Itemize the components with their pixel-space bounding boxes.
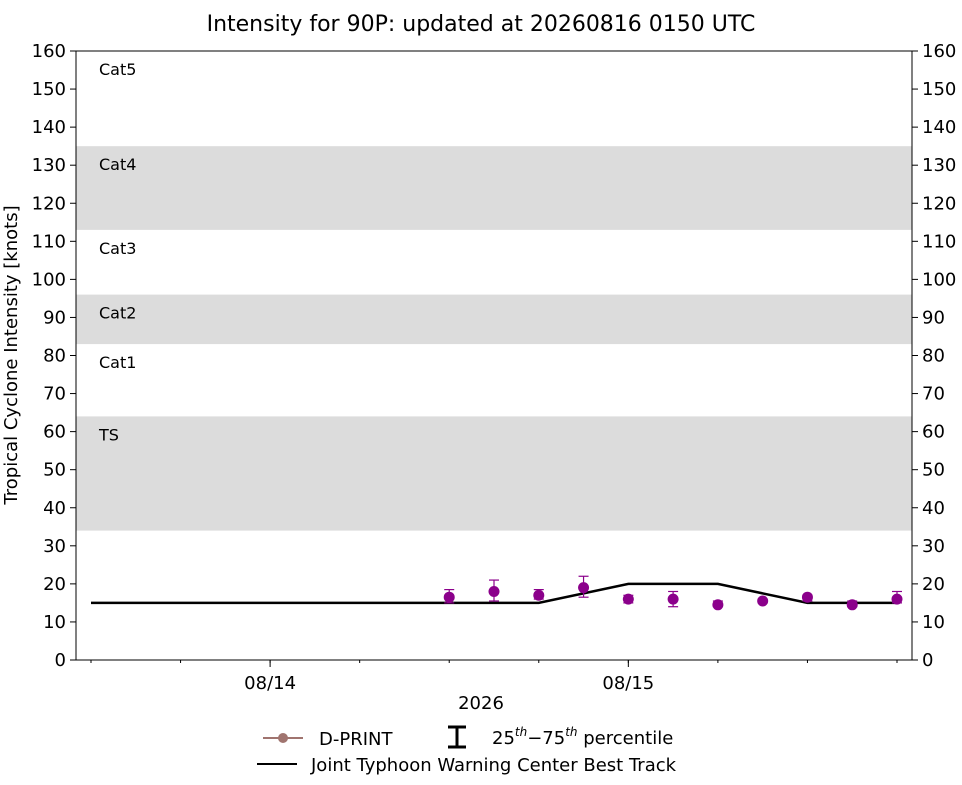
category-label-cat4: Cat4 [99,155,136,174]
y-tick-label-left: 50 [43,460,66,481]
x-tick-label: 08/15 [602,673,654,694]
y-tick-label-right: 0 [922,650,933,671]
band-ts [76,416,912,531]
y-tick-label-right: 30 [922,536,945,557]
best-track-line [91,582,897,605]
x-tick-label: 08/14 [244,673,296,694]
category-label-cat1: Cat1 [99,353,136,372]
category-bands [76,146,912,531]
y-tick-label-right: 110 [922,231,956,252]
dprint-point [801,591,813,603]
y-axis-left: 0 10 20 30 40 50 60 70 80 90 100 110 120 130 140 150 160 [32,41,76,671]
band-cat4 [76,146,912,230]
x-axis-label: 2026 [458,693,504,714]
y-tick-label-right: 160 [922,41,956,62]
dprint-point [757,595,769,607]
y-tick-label-left: 160 [32,41,66,62]
y-tick-label-left: 110 [32,231,66,252]
y-tick-label-left: 140 [32,117,66,138]
y-tick-label-right: 10 [922,612,945,633]
y-tick-label-left: 30 [43,536,66,557]
category-label-cat3: Cat3 [99,239,136,258]
y-tick-label-left: 70 [43,384,66,405]
y-tick-label-left: 60 [43,422,66,443]
dprint-point [533,589,545,601]
category-label-ts: TS [98,425,119,444]
dprint-point [891,593,903,605]
y-tick-label-right: 70 [922,384,945,405]
y-tick-label-left: 0 [55,650,66,671]
dprint-point [622,593,634,605]
category-label-cat5: Cat5 [99,60,136,79]
legend-errorbar-icon [448,725,466,749]
y-tick-label-left: 100 [32,269,66,290]
y-tick-label-left: 10 [43,612,66,633]
y-tick-label-right: 120 [922,193,956,214]
dprint-point [667,593,679,605]
legend: D-PRINT 25th−75th percentile Joint Typho… [257,725,677,776]
legend-dprint-marker [278,733,288,743]
dprint-series [443,575,903,611]
dprint-point [443,591,455,603]
y-axis-right: 0 10 20 30 40 50 60 70 80 90 100 110 120 130 140 150 160 [912,41,956,671]
y-axis-label: Tropical Cyclone Intensity [knots] [1,205,22,505]
y-tick-label-left: 80 [43,346,66,367]
y-tick-label-right: 150 [922,79,956,100]
legend-percentile-label: 25th−75th percentile [492,725,673,749]
y-tick-label-right: 20 [922,574,945,595]
best-track-series [91,582,897,605]
y-tick-label-left: 150 [32,79,66,100]
y-tick-label-right: 90 [922,307,945,328]
dprint-point [578,582,590,594]
y-tick-label-right: 130 [922,155,956,176]
dprint-point [712,599,724,611]
y-tick-label-right: 80 [922,346,945,367]
y-tick-label-right: 60 [922,422,945,443]
category-label-cat2: Cat2 [99,304,136,323]
plot-frame [75,50,913,661]
chart-title: Intensity for 90P: updated at 20260816 0… [207,12,756,37]
legend-besttrack-label: Joint Typhoon Warning Center Best Track [310,755,677,776]
y-tick-label-right: 50 [922,460,945,481]
y-tick-label-right: 140 [922,117,956,138]
y-tick-label-right: 100 [922,269,956,290]
y-tick-label-left: 90 [43,307,66,328]
y-tick-label-right: 40 [922,498,945,519]
band-cat2 [76,294,912,345]
y-tick-label-left: 120 [32,193,66,214]
y-tick-label-left: 130 [32,155,66,176]
category-labels: TS Cat1 Cat2 Cat3 Cat4 Cat5 [98,60,136,444]
legend-dprint-label: D-PRINT [319,729,393,750]
y-tick-label-left: 20 [43,574,66,595]
x-axis: 08/14 08/15 [90,660,898,694]
dprint-point [846,599,858,611]
y-tick-label-left: 40 [43,498,66,519]
dprint-point [488,585,500,597]
